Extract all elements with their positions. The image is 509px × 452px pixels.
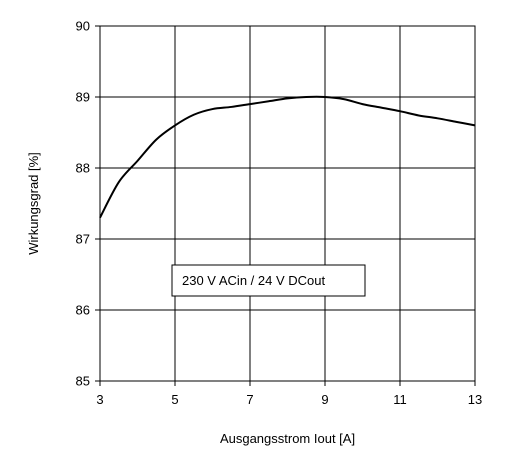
- axis-ticks: 3 5 7 9 11 13 85 86 87 88 89 90: [76, 19, 483, 408]
- y-tick-label: 90: [76, 19, 90, 34]
- y-tick-label: 88: [76, 161, 90, 176]
- y-tick-label: 89: [76, 90, 90, 105]
- y-axis-label: Wirkungsgrad [%]: [26, 152, 41, 255]
- series-group: [99, 95, 476, 219]
- grid: [99, 25, 476, 382]
- annotation-frame: [171, 264, 366, 297]
- annotation-box: 230 V ACin / 24 V DCout: [171, 264, 366, 297]
- x-tick-label: 7: [246, 392, 253, 407]
- x-tick-label: 9: [321, 392, 328, 407]
- x-tick-label: 3: [96, 392, 103, 407]
- x-tick-label: 13: [468, 392, 482, 407]
- plot-frame: [99, 25, 476, 382]
- x-tick-label: 5: [171, 392, 178, 407]
- y-tick-label: 86: [76, 303, 90, 318]
- y-tick-label: 85: [76, 374, 90, 389]
- x-axis-label: Ausgangsstrom Iout [A]: [220, 431, 355, 446]
- y-tick-label: 87: [76, 232, 90, 247]
- series-line-0: [99, 95, 476, 219]
- annotation-text: 230 V ACin / 24 V DCout: [182, 273, 325, 288]
- x-tick-label: 11: [393, 392, 407, 407]
